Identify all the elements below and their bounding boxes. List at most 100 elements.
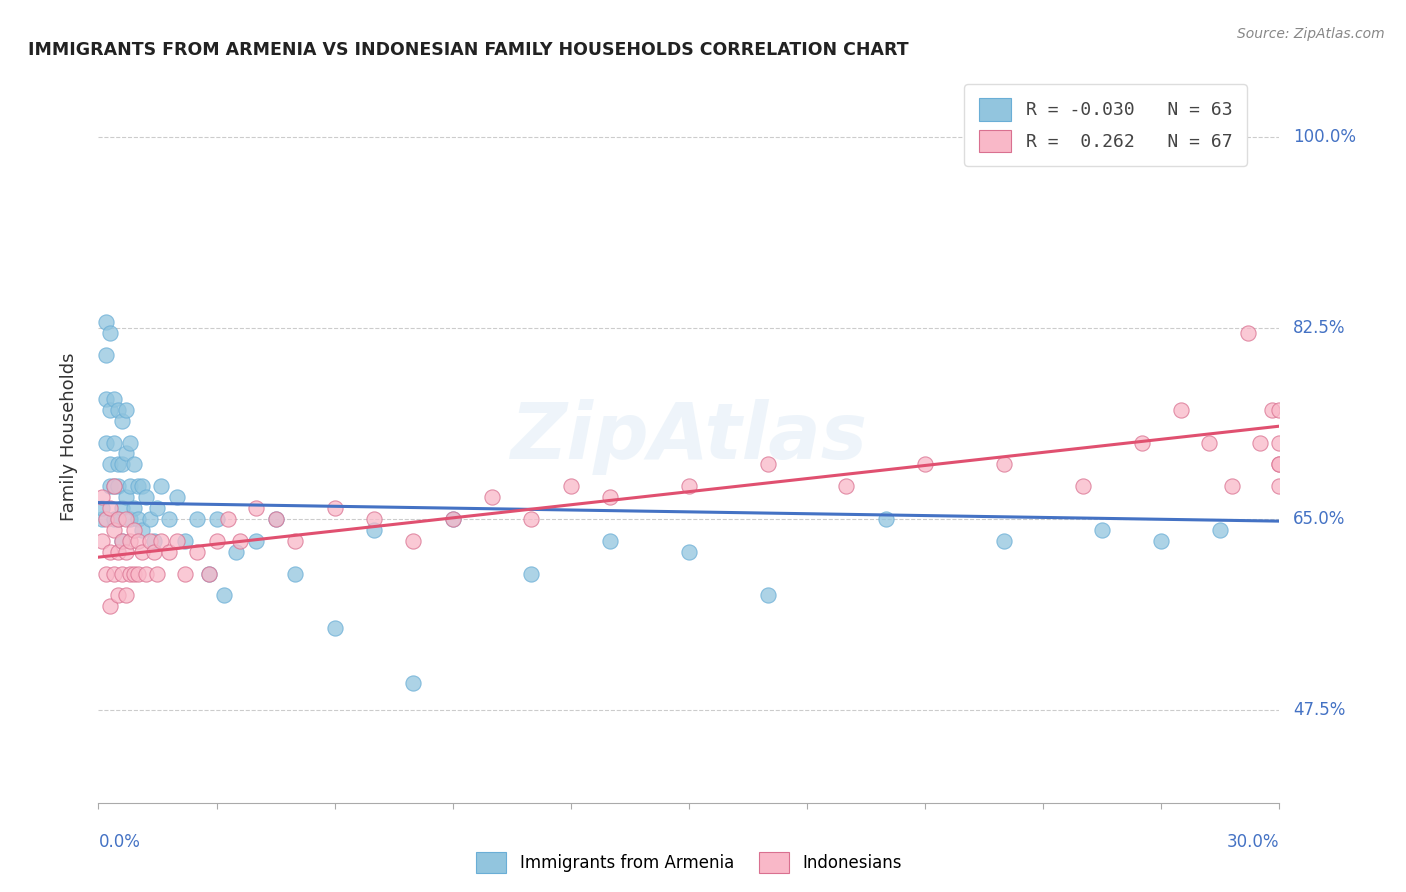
Point [131,523,153,537]
Text: 30.0%: 30.0% [1227,833,1279,851]
Point [107,588,129,602]
Text: ZipAtlas: ZipAtlas [510,399,868,475]
Point [96,435,118,450]
Point [756,588,779,602]
Point [1268,458,1291,472]
Point [127,479,149,493]
Point [520,512,543,526]
Text: 100.0%: 100.0% [1294,128,1357,146]
Point [142,545,165,559]
Point [560,479,582,493]
Point [1198,435,1220,450]
Text: 47.5%: 47.5% [1294,701,1346,719]
Point [107,402,129,417]
Point [150,533,173,548]
Point [678,479,700,493]
Point [98,545,121,559]
Point [103,435,125,450]
Point [678,545,700,559]
Text: 82.5%: 82.5% [1294,319,1346,337]
Point [1091,523,1114,537]
Point [402,533,425,548]
Point [264,512,287,526]
Point [107,512,129,526]
Point [993,458,1015,472]
Point [122,523,145,537]
Point [323,501,346,516]
Point [1130,435,1153,450]
Point [131,545,153,559]
Point [245,533,267,548]
Point [1071,479,1094,493]
Point [166,533,188,548]
Legend: R = -0.030   N = 63, R =  0.262   N = 67: R = -0.030 N = 63, R = 0.262 N = 67 [965,84,1247,166]
Point [1268,458,1291,472]
Point [993,533,1015,548]
Point [111,533,134,548]
Y-axis label: Family Households: Family Households [59,353,77,521]
Point [441,512,464,526]
Point [205,533,228,548]
Point [107,479,129,493]
Point [599,533,621,548]
Point [1220,479,1243,493]
Point [138,533,160,548]
Point [245,501,267,516]
Point [1249,435,1271,450]
Point [111,533,134,548]
Point [91,512,114,526]
Point [174,566,197,581]
Text: IMMIGRANTS FROM ARMENIA VS INDONESIAN FAMILY HOUSEHOLDS CORRELATION CHART: IMMIGRANTS FROM ARMENIA VS INDONESIAN FA… [28,41,908,59]
Point [122,501,145,516]
Point [186,512,208,526]
Point [103,523,125,537]
Point [599,490,621,504]
Point [875,512,897,526]
Point [138,512,160,526]
Point [217,512,239,526]
Point [402,675,425,690]
Point [1150,533,1173,548]
Point [520,566,543,581]
Point [756,458,779,472]
Point [98,599,121,614]
Point [1170,402,1192,417]
Point [107,458,129,472]
Point [1260,402,1282,417]
Point [214,588,236,602]
Point [481,490,503,504]
Point [96,566,118,581]
Point [323,621,346,635]
Point [127,533,149,548]
Point [1237,326,1260,341]
Point [142,533,165,548]
Point [1268,479,1291,493]
Point [1209,523,1232,537]
Point [103,566,125,581]
Text: 65.0%: 65.0% [1294,510,1346,528]
Point [98,458,121,472]
Point [1268,435,1291,450]
Point [205,512,228,526]
Point [166,490,188,504]
Point [96,315,118,329]
Point [122,458,145,472]
Point [264,512,287,526]
Point [146,501,169,516]
Point [107,512,129,526]
Point [103,479,125,493]
Point [135,490,157,504]
Point [115,512,138,526]
Point [197,566,219,581]
Point [118,533,141,548]
Point [91,501,114,516]
Point [107,545,129,559]
Point [111,458,134,472]
Point [914,458,936,472]
Point [150,479,173,493]
Point [363,523,385,537]
Point [131,479,153,493]
Point [122,566,145,581]
Point [115,402,138,417]
Point [157,512,180,526]
